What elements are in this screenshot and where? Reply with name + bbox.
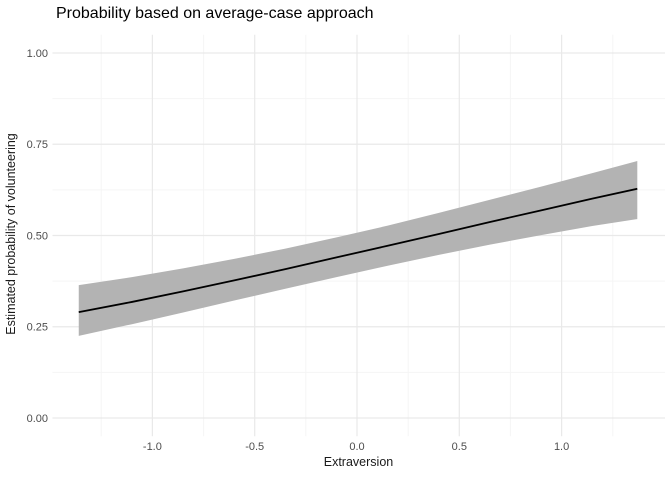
y-tick-label: 0.50 <box>27 230 48 242</box>
y-tick-label: 0.75 <box>27 139 48 151</box>
trend-line <box>78 187 638 314</box>
x-tick-label: -1.0 <box>143 441 162 453</box>
x-tick-label: -0.5 <box>245 441 264 453</box>
x-axis-title: Extraversion <box>323 455 394 469</box>
chart-title: Probability based on average-case approa… <box>56 5 374 22</box>
x-tick-label: 0.5 <box>452 441 467 453</box>
x-tick-label: 0.0 <box>349 441 364 453</box>
confidence-ribbon <box>78 161 638 336</box>
y-tick-label: 1.00 <box>27 48 48 60</box>
y-tick-label: 0.25 <box>27 322 48 334</box>
y-tick-label: 0.00 <box>27 413 48 425</box>
x-tick-label: 1.0 <box>554 441 569 453</box>
